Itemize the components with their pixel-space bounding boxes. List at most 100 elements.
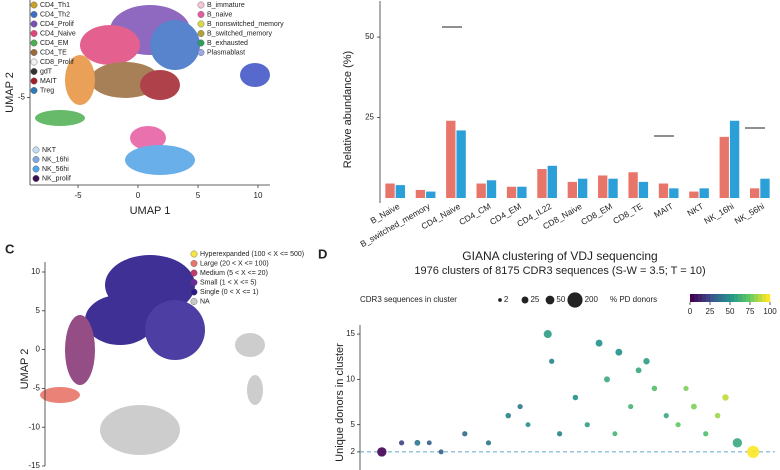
legend-swatch — [32, 175, 40, 182]
legend-swatch — [197, 11, 205, 18]
point — [683, 385, 689, 392]
point — [517, 403, 523, 410]
legend-swatch — [30, 20, 38, 28]
legend-swatch — [197, 1, 205, 9]
point — [675, 422, 681, 428]
legend-swatch — [197, 20, 205, 28]
colorbar-segment — [754, 294, 759, 302]
legend-swatch — [190, 298, 198, 305]
x-tick-label: 0 — [136, 191, 141, 200]
point — [612, 431, 618, 437]
umap-clusters-a — [35, 5, 270, 175]
size-legend-dot — [521, 296, 529, 304]
point — [462, 431, 468, 437]
color-legend-title: % PD donors — [610, 295, 657, 304]
legend-label: Treg — [40, 87, 54, 94]
colorbar-label: 0 — [688, 307, 693, 316]
bar — [608, 178, 618, 198]
legend-label: CD4_EM — [40, 40, 69, 47]
y-tick-label: -5 — [18, 92, 26, 101]
point — [543, 330, 552, 339]
legend-label: Hyperexpanded (100 < X <= 500) — [200, 251, 304, 258]
legend-swatch — [32, 165, 40, 173]
bar — [749, 188, 760, 198]
legend-label: Plasmablast — [207, 49, 245, 56]
legend-swatch — [197, 39, 205, 47]
colorbar-label: 25 — [706, 307, 715, 316]
bar — [426, 191, 436, 198]
x-tick-label: 10 — [254, 191, 263, 200]
legend-swatch — [30, 87, 38, 94]
umap-clusters-c — [40, 255, 265, 455]
legend-label: B_naive — [207, 11, 232, 18]
size-legend-label: 200 — [585, 295, 599, 304]
y-axis-label: UMAP 2 — [19, 349, 31, 390]
colorbar-segment — [706, 294, 711, 302]
bar — [517, 186, 527, 198]
bar — [547, 165, 557, 198]
point — [556, 431, 563, 437]
legend-label: CD4_Th2 — [40, 11, 70, 18]
bar — [486, 180, 497, 198]
y-tick-label: -10 — [28, 422, 40, 431]
point — [663, 413, 669, 419]
y-axis-label: Unique donors in cluster — [334, 343, 346, 462]
point — [398, 440, 405, 446]
bar — [729, 120, 740, 198]
point — [525, 422, 531, 428]
point — [643, 358, 650, 365]
legend-label: Medium (5 < X <= 20) — [200, 270, 268, 277]
legend-label: B_switched_memory — [207, 30, 272, 37]
size-legend-dot — [498, 298, 502, 302]
panel-letter: C — [5, 241, 15, 256]
point — [651, 385, 658, 392]
legend-label: CD4_Prolif — [40, 21, 74, 28]
y-tick-label: -15 — [28, 461, 40, 470]
bar — [578, 178, 588, 198]
legend-swatch — [30, 11, 38, 18]
point — [377, 447, 387, 457]
legend-swatch — [190, 250, 198, 258]
legend-label: gdT — [40, 68, 53, 75]
bar — [699, 188, 709, 198]
legend-swatch — [190, 279, 198, 286]
point — [615, 348, 623, 356]
bar — [506, 186, 517, 198]
size-legend-label: 25 — [530, 295, 539, 304]
y-tick-label: 0 — [36, 345, 41, 354]
legend-label: NA — [200, 298, 210, 305]
bar — [658, 183, 669, 198]
size-legend-label: 2 — [504, 295, 509, 304]
legend-label: CD4_Th1 — [40, 2, 70, 9]
legend-label: CD4_Naive — [40, 30, 76, 37]
bar — [669, 188, 679, 198]
colorbar-segment — [750, 294, 755, 302]
legend-swatch — [32, 156, 40, 163]
legend-swatch — [32, 146, 40, 154]
bar — [395, 185, 406, 198]
legend-label: NK_prolif — [42, 175, 71, 182]
significance-bars — [442, 26, 765, 137]
point — [628, 403, 634, 410]
colorbar-segment — [698, 294, 703, 302]
legend-label: MAIT — [40, 78, 57, 85]
x-tick-label: 5 — [196, 191, 201, 200]
legend-swatch — [197, 49, 205, 56]
point — [690, 403, 697, 410]
colorbar-segment — [738, 294, 743, 302]
bar — [415, 189, 426, 198]
legend-swatch — [190, 269, 198, 277]
legend-label: B_nonswitched_memory — [207, 21, 284, 28]
colorbar-segment — [722, 294, 727, 302]
legend-swatch — [30, 1, 38, 9]
colorbar-segment — [710, 294, 715, 302]
colorbar-segment — [726, 294, 731, 302]
legend-swatch — [30, 77, 38, 85]
colorbar-segment — [730, 294, 735, 302]
legend-label: NK_56hi — [42, 166, 69, 173]
y-tick-label: 15 — [346, 329, 355, 338]
legend-swatch — [30, 39, 38, 47]
legend-swatch — [30, 68, 38, 75]
legend-swatch — [30, 58, 38, 66]
point — [732, 438, 743, 448]
